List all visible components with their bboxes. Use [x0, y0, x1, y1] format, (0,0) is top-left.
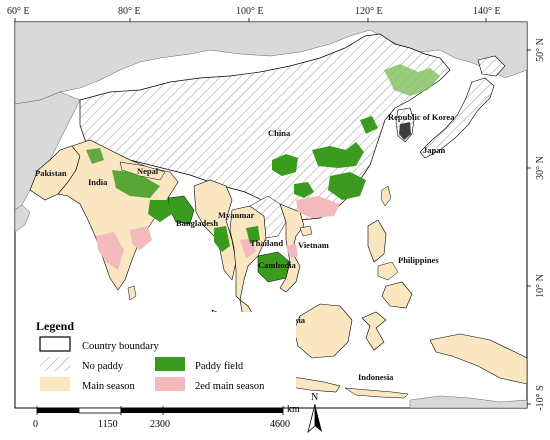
legend-title: Legend: [36, 319, 74, 333]
new-guinea-landmass: [429, 333, 527, 385]
south-korea-paddy: [399, 122, 411, 140]
country-label-thailand: Thailand: [250, 238, 283, 248]
india-paddy-patch: [148, 200, 172, 222]
china-no-paddy-area: [79, 33, 451, 221]
australia-landmass: [409, 395, 527, 408]
thailand-paddy-patch: [246, 226, 260, 244]
nusa-tenggara-landmass: [344, 387, 409, 399]
sri-lanka-landmass: [127, 285, 137, 301]
lat-tick-label: 30° N: [535, 156, 546, 180]
legend-label-no-paddy: No paddy: [82, 361, 124, 372]
scale-unit: km: [287, 404, 300, 415]
visayas-landmass: [377, 261, 399, 281]
second-season-patch: [296, 196, 340, 218]
lon-tick-label: 120° E: [355, 6, 383, 17]
lon-tick-label: 60° E: [7, 6, 30, 17]
legend-label-paddy-field: Paddy field: [195, 361, 244, 372]
country-label-philippines: Philippines: [398, 255, 439, 265]
legend-label-country-boundary: Country boundary: [82, 341, 159, 352]
scale-label: 0: [33, 419, 38, 430]
scale-bar: km 0 1150 2300 4600: [33, 404, 300, 430]
india-paddy-patch: [86, 148, 104, 164]
country-label-cambodia: Cambodia: [258, 260, 297, 270]
lat-tick-label: 10° N: [535, 274, 546, 298]
scale-label: 1150: [98, 419, 118, 430]
lat-tick-label: -10° S: [535, 385, 546, 410]
legend-label-main-season: Main season: [82, 381, 136, 392]
country-label-bangladesh: Bangladesh: [176, 218, 218, 228]
arabia-landmass: [15, 204, 31, 233]
latitude-ticks-right: 50° N 30° N 10° N -10° S: [527, 38, 546, 411]
luzon-landmass: [367, 219, 387, 263]
lat-tick-label: 50° N: [535, 38, 546, 62]
taiwan-landmass: [380, 185, 392, 207]
lon-tick-label: 140° E: [473, 6, 501, 17]
legend-swatch-no-paddy: [40, 357, 70, 371]
country-label-pakistan: Pakistan: [35, 168, 67, 178]
china-paddy-patch: [360, 116, 378, 134]
longitude-ticks-top: 60° E 80° E 100° E 120° E 140° E: [7, 6, 501, 22]
china-paddy-patch: [328, 172, 366, 200]
legend-swatch-country-boundary: [39, 336, 71, 352]
laos-landmass: [249, 195, 287, 239]
lon-tick-label: 100° E: [236, 6, 264, 17]
mindanao-landmass: [381, 281, 413, 309]
country-label-india: India: [88, 177, 108, 187]
north-arrow-icon: [315, 404, 322, 432]
legend-swatch-main-season: [40, 377, 70, 391]
sulawesi-landmass: [361, 311, 387, 351]
hainan-landmass: [299, 225, 313, 237]
myanmar-paddy-patch: [214, 226, 230, 252]
legend-label-second-main-season: 2ed main season: [195, 381, 265, 392]
country-label-korea: Republic of Korea: [388, 112, 455, 122]
country-label-nepal: Nepal: [137, 166, 159, 176]
india-paddy-patch: [112, 170, 160, 198]
north-arrow: N: [307, 392, 322, 434]
country-label-japan: Japan: [423, 145, 445, 155]
legend-swatch-paddy-field: [155, 357, 185, 371]
second-season-patch: [130, 226, 152, 250]
china-paddy-patch: [384, 64, 440, 96]
hokkaido-landmass: [477, 55, 506, 77]
lon-tick-label: 80° E: [118, 6, 141, 17]
country-label-china: China: [268, 128, 291, 138]
scale-label: 4600: [270, 419, 290, 430]
legend-swatch-second-main-season: [155, 377, 185, 391]
second-season-patch: [96, 232, 124, 270]
country-label-indonesia: Indonesia: [358, 372, 394, 382]
legend: Legend Country boundary No paddy Paddy f…: [28, 312, 296, 398]
nepal-landmass: [119, 161, 166, 181]
china-paddy-patch: [272, 154, 298, 176]
scale-label: 2300: [150, 419, 170, 430]
second-season-patch: [286, 244, 298, 258]
china-paddy-patch: [312, 142, 364, 168]
map-body: [15, 22, 527, 408]
north-arrow-label: N: [311, 392, 318, 403]
china-paddy-patch: [294, 182, 314, 198]
country-label-vietnam: Vietnam: [298, 240, 329, 250]
country-label-myanmar: Myanmar: [218, 210, 255, 220]
country-labels: China Republic of Korea Japan Pakistan I…: [35, 112, 455, 382]
japan-landmass: [419, 77, 495, 159]
north-arrow-icon-half: [307, 403, 316, 434]
